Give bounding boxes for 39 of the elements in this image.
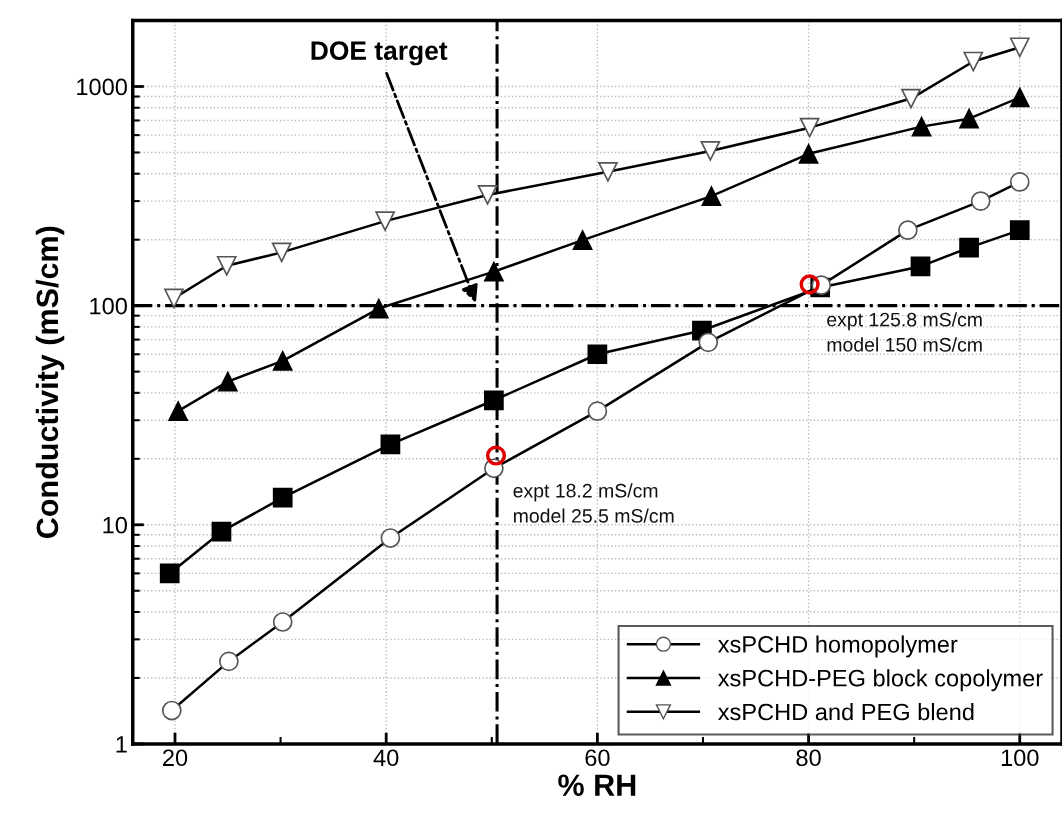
annotation: expt 18.2 mS/cm model 25.5 mS/cm xyxy=(513,483,674,523)
y-tick-label: 1 xyxy=(116,736,127,753)
point xyxy=(959,108,979,129)
legend-label: xsPCHD and PEG blend xyxy=(717,703,974,721)
y-tick-label: 100 xyxy=(90,297,127,315)
x-tick-label: 40 xyxy=(373,749,399,767)
legend-label: xsPCHD-PEG block copolymer xyxy=(717,669,1043,692)
point xyxy=(910,256,931,277)
legend-label: xsPCHD homopolymer xyxy=(717,635,958,658)
y-axis-title: Conductivity (mS/cm) xyxy=(35,226,65,538)
x-tick-label: 60 xyxy=(585,749,610,767)
point xyxy=(272,487,293,508)
annotation: expt 125.8 mS/cm model 150 mS/cm xyxy=(827,312,982,352)
point xyxy=(272,350,293,371)
x-tick-label: 100 xyxy=(1001,749,1039,767)
point xyxy=(484,390,504,411)
point xyxy=(484,261,504,282)
point xyxy=(572,230,593,251)
point xyxy=(798,143,819,164)
point xyxy=(485,445,507,466)
point xyxy=(701,186,722,207)
y-tick-label: 1000 xyxy=(77,78,127,96)
x-tick-label: 80 xyxy=(796,749,821,767)
point xyxy=(1009,220,1030,241)
point xyxy=(587,344,608,365)
y-tick-label: 10 xyxy=(103,516,127,534)
point xyxy=(368,298,389,319)
point xyxy=(959,237,979,258)
x-tick-label: 20 xyxy=(163,749,188,767)
point xyxy=(211,521,232,542)
point xyxy=(380,434,401,455)
point xyxy=(159,563,180,584)
point xyxy=(168,401,189,422)
annotation: DOE target xyxy=(311,41,448,66)
x-axis-title: % RH xyxy=(558,774,636,796)
point xyxy=(1009,87,1030,108)
point xyxy=(911,116,932,137)
point xyxy=(217,371,238,392)
point xyxy=(799,274,820,295)
